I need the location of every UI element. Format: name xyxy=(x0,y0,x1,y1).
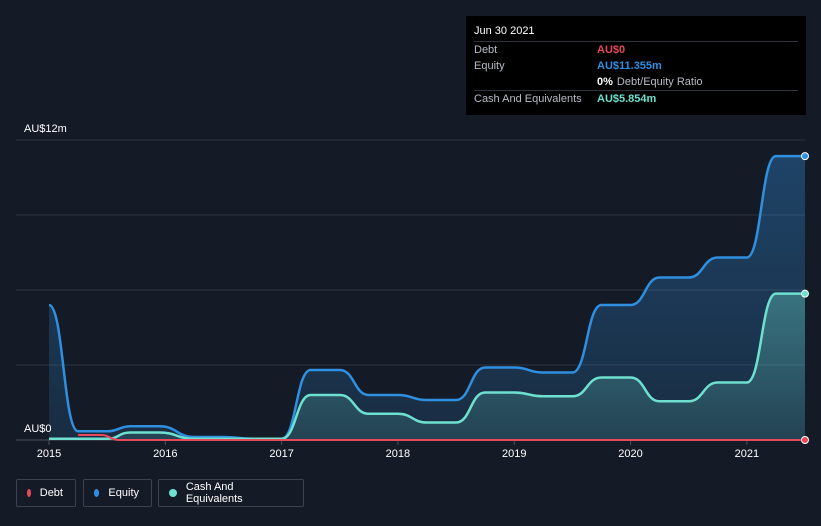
tooltip-equity-label: Equity xyxy=(474,59,505,72)
legend-cash[interactable]: Cash And Equivalents xyxy=(158,479,304,507)
tooltip: Jun 30 2021 Debt AU$0 Equity AU$11.355m … xyxy=(466,16,806,115)
cash-dot-icon xyxy=(169,489,177,497)
x-label-2020: 2020 xyxy=(618,448,642,460)
tooltip-cash-value: AU$5.854m xyxy=(597,92,657,105)
x-label-2021: 2021 xyxy=(735,448,759,460)
equity-end-point xyxy=(801,152,809,161)
debt-line xyxy=(78,434,805,442)
debt-dot-icon xyxy=(27,489,31,497)
legend-cash-label: Cash And Equivalents xyxy=(185,481,243,505)
tooltip-cash-label: Cash And Equivalents xyxy=(474,92,582,105)
x-label-2016: 2016 xyxy=(153,448,177,460)
x-label-2018: 2018 xyxy=(386,448,410,460)
x-label-2017: 2017 xyxy=(269,448,293,460)
tooltip-row-ratio: 0% Debt/Equity Ratio xyxy=(474,74,798,90)
tooltip-ratio-value: 0% xyxy=(597,75,613,88)
cash-line xyxy=(48,292,805,441)
cash-area xyxy=(49,293,805,440)
legend-debt-label: Debt xyxy=(39,487,63,499)
cash-end-point xyxy=(801,289,809,298)
tooltip-equity-value: AU$11.355m xyxy=(597,59,662,72)
y-label-top: AU$12m xyxy=(24,123,67,135)
legend-debt[interactable]: Debt xyxy=(16,479,76,507)
x-label-2019: 2019 xyxy=(502,448,526,460)
tooltip-ratio-label: Debt/Equity Ratio xyxy=(616,75,703,88)
debt-end-point xyxy=(801,436,809,444)
tooltip-row-cash: Cash And Equivalents AU$5.854m xyxy=(474,90,798,107)
legend-equity[interactable]: Equity xyxy=(83,479,152,507)
equity-area xyxy=(49,156,805,440)
tooltip-row-equity: Equity AU$11.355m xyxy=(474,58,798,74)
tooltip-debt-label: Debt xyxy=(474,43,498,56)
tooltip-date: Jun 30 2021 xyxy=(474,25,535,37)
legend-equity-label: Equity xyxy=(108,487,139,499)
x-label-2015: 2015 xyxy=(37,448,61,460)
tooltip-row-debt: Debt AU$0 xyxy=(474,41,798,58)
tooltip-debt-value: AU$0 xyxy=(597,43,626,56)
y-label-bottom: AU$0 xyxy=(24,423,52,435)
equity-dot-icon xyxy=(94,489,100,497)
equity-line xyxy=(48,154,805,441)
